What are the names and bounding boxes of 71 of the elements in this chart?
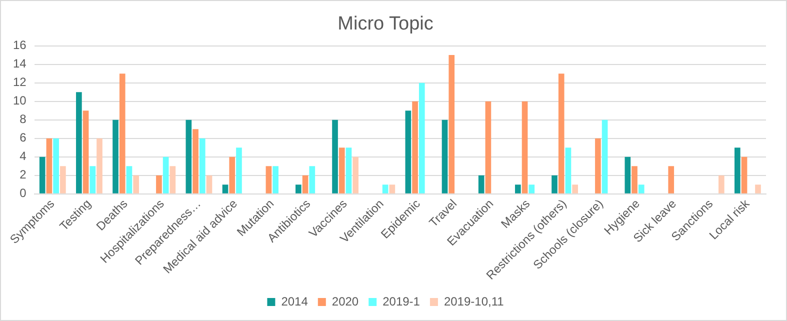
y-tick-label: 10 bbox=[12, 94, 27, 108]
bar bbox=[96, 138, 102, 194]
bar bbox=[485, 101, 492, 194]
bar bbox=[222, 184, 228, 194]
y-tick-label: 12 bbox=[12, 75, 27, 90]
bar bbox=[515, 184, 521, 194]
bar bbox=[572, 184, 578, 194]
bar bbox=[302, 175, 308, 194]
bar bbox=[442, 120, 448, 194]
bar bbox=[112, 120, 118, 194]
bar bbox=[206, 175, 212, 194]
bar bbox=[528, 184, 535, 194]
bar bbox=[352, 156, 359, 194]
bar bbox=[558, 74, 564, 194]
bar bbox=[192, 129, 198, 194]
bar bbox=[565, 148, 572, 194]
bar bbox=[82, 110, 89, 194]
bar bbox=[624, 156, 631, 194]
bar bbox=[90, 166, 96, 194]
legend-label: 2014 bbox=[281, 294, 308, 308]
bar bbox=[522, 101, 528, 194]
bar bbox=[60, 166, 66, 194]
bar bbox=[552, 175, 558, 194]
bar bbox=[734, 148, 740, 194]
bar bbox=[156, 175, 162, 194]
bar bbox=[412, 101, 418, 194]
bar bbox=[755, 184, 761, 194]
bar bbox=[133, 175, 140, 194]
bar bbox=[199, 138, 206, 194]
bar bbox=[448, 55, 455, 194]
bar bbox=[296, 184, 302, 194]
bar bbox=[46, 138, 52, 194]
bar bbox=[478, 175, 484, 194]
bar bbox=[346, 148, 352, 194]
bar bbox=[718, 175, 724, 194]
bar bbox=[266, 166, 272, 194]
y-tick-label: 6 bbox=[20, 130, 27, 145]
bar bbox=[229, 156, 236, 194]
bar bbox=[418, 82, 425, 194]
bar bbox=[76, 92, 82, 194]
y-tick-label: 2 bbox=[20, 168, 27, 182]
legend-label: 2019-10,11 bbox=[444, 294, 504, 308]
bar bbox=[338, 148, 345, 194]
bar bbox=[668, 166, 674, 194]
y-tick-label: 14 bbox=[12, 56, 27, 71]
bar bbox=[632, 166, 638, 194]
bar bbox=[389, 184, 396, 194]
bar bbox=[53, 138, 59, 194]
bar bbox=[602, 120, 608, 194]
bar bbox=[170, 166, 176, 194]
bar bbox=[119, 74, 126, 194]
chart-title: Micro Topic bbox=[338, 14, 434, 35]
bar bbox=[382, 184, 388, 194]
y-tick-label: 8 bbox=[20, 112, 27, 126]
bar bbox=[126, 166, 132, 194]
bar bbox=[638, 184, 644, 194]
legend-label: 2020 bbox=[332, 294, 359, 308]
y-tick-label: 0 bbox=[20, 186, 27, 200]
bar bbox=[162, 156, 169, 194]
bar bbox=[186, 120, 192, 194]
bar bbox=[595, 138, 601, 194]
bar bbox=[332, 120, 338, 194]
legend-label: 2019-1 bbox=[382, 294, 420, 308]
bar bbox=[272, 166, 278, 194]
y-tick-label: 4 bbox=[20, 149, 27, 164]
bar bbox=[405, 110, 412, 194]
bar bbox=[741, 156, 748, 194]
y-tick-label: 16 bbox=[12, 38, 27, 52]
bar bbox=[309, 166, 316, 194]
bar bbox=[236, 148, 242, 194]
bar bbox=[39, 156, 46, 194]
